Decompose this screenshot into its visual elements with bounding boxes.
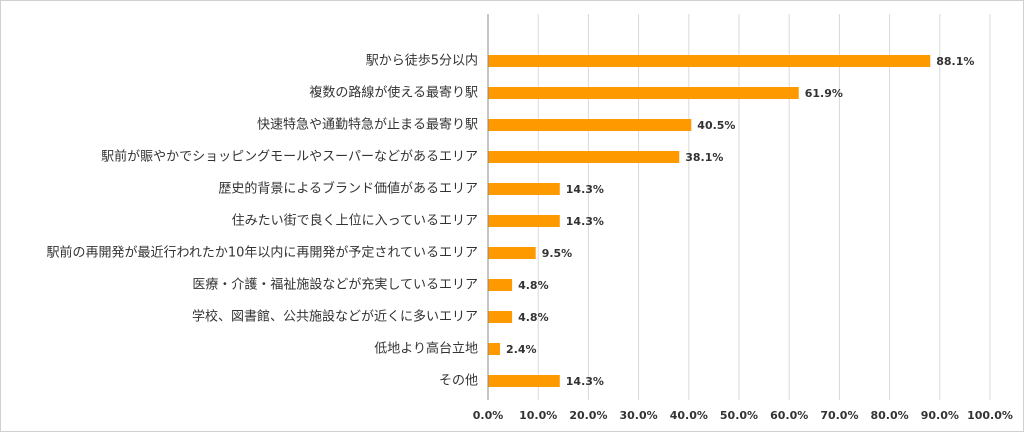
- bar: [488, 87, 799, 99]
- category-label: 駅から徒歩5分以内: [366, 53, 478, 69]
- value-label: 14.3%: [566, 183, 604, 196]
- bar: [488, 183, 560, 195]
- value-label: 88.1%: [936, 55, 974, 68]
- value-label: 38.1%: [685, 151, 723, 164]
- bar: [488, 247, 536, 259]
- category-label: 医療・介護・福祉施設などが充実しているエリア: [192, 277, 478, 293]
- value-label: 40.5%: [697, 119, 735, 132]
- x-tick-label: 30.0%: [620, 409, 658, 422]
- value-label: 4.8%: [518, 311, 549, 324]
- x-tick-label: 60.0%: [770, 409, 808, 422]
- category-label: 学校、図書館、公共施設などが近くに多いエリア: [192, 309, 478, 325]
- x-tick-label: 90.0%: [921, 409, 959, 422]
- category-label: 複数の路線が使える最寄り駅: [309, 85, 478, 101]
- value-label: 14.3%: [566, 215, 604, 228]
- x-tick-label: 80.0%: [871, 409, 909, 422]
- bar: [488, 311, 513, 323]
- x-tick-label: 50.0%: [720, 409, 758, 422]
- value-label: 4.8%: [518, 279, 549, 292]
- value-label: 9.5%: [542, 247, 573, 260]
- category-label: 駅前が賑やかでショッピングモールやスーパーなどがあるエリア: [101, 149, 478, 165]
- x-tick-label: 40.0%: [670, 409, 708, 422]
- x-tick-label: 10.0%: [519, 409, 557, 422]
- x-tick-label: 70.0%: [820, 409, 858, 422]
- bar: [488, 215, 560, 227]
- category-label: 住みたい街で良く上位に入っているエリア: [232, 213, 478, 229]
- category-label: 歴史的背景によるブランド価値があるエリア: [218, 181, 478, 197]
- category-label: 駅前の再開発が最近行われたか10年以内に再開発が予定されているエリア: [46, 245, 478, 261]
- value-label: 14.3%: [566, 375, 604, 388]
- bar: [488, 343, 501, 355]
- x-tick-label: 0.0%: [473, 409, 504, 422]
- bar: [488, 119, 692, 131]
- category-label: その他: [439, 374, 478, 389]
- bar: [488, 55, 931, 67]
- category-label: 低地より高台立地: [374, 341, 478, 357]
- bar: [488, 279, 513, 291]
- value-label: 2.4%: [506, 343, 537, 356]
- x-tick-label: 20.0%: [569, 409, 607, 422]
- x-tick-label: 100.0%: [967, 409, 1013, 422]
- bar: [488, 151, 680, 163]
- category-label: 快速特急や通勤特急が止まる最寄り駅: [257, 117, 478, 133]
- value-label: 61.9%: [805, 87, 843, 100]
- bar: [488, 375, 560, 387]
